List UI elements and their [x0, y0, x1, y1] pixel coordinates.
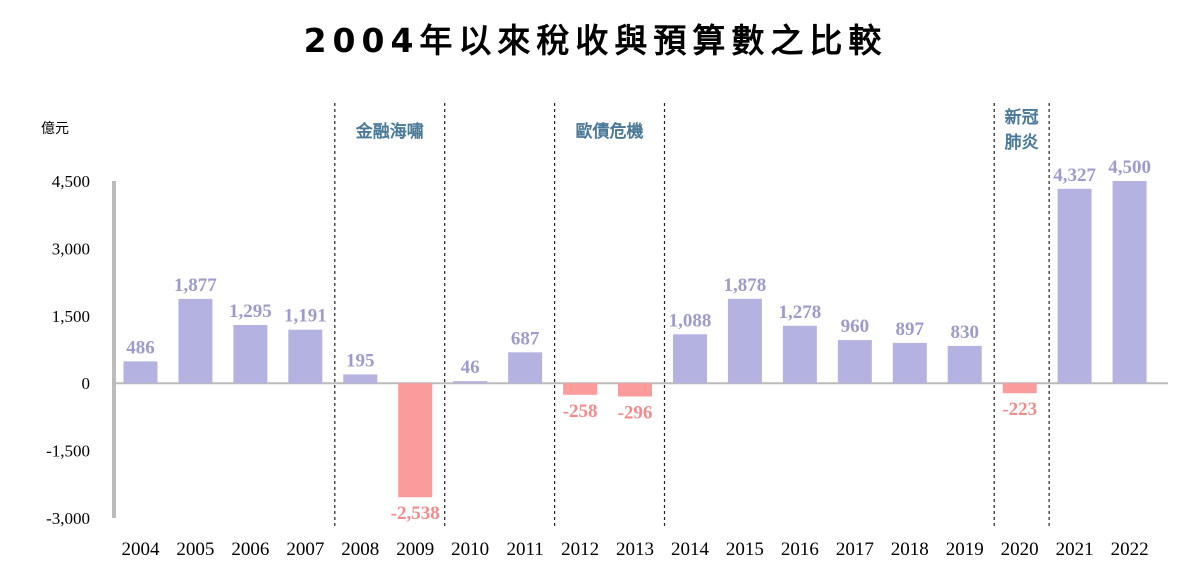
data-label-2017: 960	[841, 316, 870, 337]
bar-2011	[508, 352, 543, 384]
event-label: 新冠	[1005, 107, 1039, 128]
bar-2013	[618, 383, 653, 397]
bars	[123, 181, 1147, 498]
bar-2020	[1002, 383, 1037, 394]
x-tick-label: 2018	[891, 539, 929, 560]
y-tick-labels: 億元 4,500 3,000 1,500 0 -1,500 -3,000	[41, 121, 90, 528]
bar-2010	[453, 381, 488, 384]
x-tick-label: 2020	[1001, 539, 1039, 560]
axes	[112, 181, 1168, 518]
x-tick-label: 2009	[396, 539, 434, 560]
data-label-2009: -2,538	[391, 503, 440, 524]
x-tick-label: 2007	[286, 539, 324, 560]
data-label-2006: 1,295	[229, 301, 272, 322]
y-tick-label: -1,500	[46, 442, 90, 461]
bar-2012	[563, 383, 598, 395]
x-tick-label: 2012	[561, 539, 599, 560]
data-label-2013: -296	[618, 403, 653, 424]
y-tick-label: 4,500	[52, 172, 90, 191]
data-label-2011: 687	[511, 328, 540, 349]
bar-2005	[178, 298, 213, 384]
period-dividers	[334, 103, 1050, 527]
bar-2009	[398, 383, 433, 498]
data-label-2008: 195	[346, 350, 375, 371]
bar-2018	[892, 342, 927, 384]
data-label-2004: 486	[126, 337, 155, 358]
data-labels: 486 1,877 1,295 1,191 195 -2,538 46 687 -258 -296…	[126, 157, 1151, 524]
data-label-2016: 1,278	[779, 302, 822, 323]
x-tick-label: 2016	[781, 539, 819, 560]
bar-2008	[343, 374, 378, 384]
x-tick-label: 2006	[231, 539, 269, 560]
data-label-2005: 1,877	[174, 275, 217, 296]
data-label-2014: 1,088	[669, 310, 712, 331]
event-label: 歐債危機	[576, 121, 644, 142]
bar-2019	[947, 345, 982, 384]
bar-2015	[727, 298, 762, 384]
x-tick-label: 2022	[1111, 539, 1149, 560]
bar-2021	[1057, 188, 1092, 384]
bar-2007	[288, 329, 323, 384]
x-tick-label: 2005	[176, 539, 214, 560]
x-tick-label: 2021	[1056, 539, 1094, 560]
x-tick-label: 2019	[946, 539, 984, 560]
y-tick-label: -3,000	[46, 509, 90, 528]
data-label-2019: 830	[950, 322, 979, 343]
x-tick-label: 2004	[121, 539, 160, 560]
x-tick-label: 2013	[616, 539, 654, 560]
bar-2017	[837, 340, 872, 384]
bar-2014	[672, 334, 707, 384]
x-tick-label: 2008	[341, 539, 379, 560]
event-label: 肺炎	[1005, 133, 1039, 153]
event-label: 金融海嘯	[355, 121, 424, 142]
data-label-2012: -258	[563, 401, 598, 422]
x-tick-labels: 2004 2005 2006 2007 2008 2009 2010 2011 2012 2013…	[121, 539, 1148, 560]
y-unit-label: 億元	[41, 121, 69, 137]
x-tick-label: 2017	[836, 539, 874, 560]
data-label-2015: 1,878	[724, 275, 767, 296]
y-tick-label: 0	[82, 374, 91, 393]
x-tick-label: 2010	[451, 539, 489, 560]
data-label-2010: 46	[461, 357, 480, 378]
data-label-2020: -223	[1002, 399, 1037, 420]
data-label-2022: 4,500	[1108, 157, 1151, 178]
chart-title: 2004年以來稅收與預算數之比較	[303, 21, 888, 60]
x-tick-label: 2015	[726, 539, 764, 560]
x-tick-label: 2011	[506, 539, 543, 560]
x-tick-label: 2014	[671, 539, 710, 560]
y-tick-label: 3,000	[52, 239, 90, 258]
bar-2006	[233, 325, 268, 384]
bar-2016	[782, 325, 817, 384]
data-label-2007: 1,191	[284, 306, 327, 327]
data-label-2018: 897	[896, 319, 925, 340]
bar-2022	[1112, 181, 1147, 384]
data-label-2021: 4,327	[1053, 165, 1096, 186]
bar-2004	[123, 361, 158, 384]
y-tick-label: 1,500	[52, 307, 90, 326]
